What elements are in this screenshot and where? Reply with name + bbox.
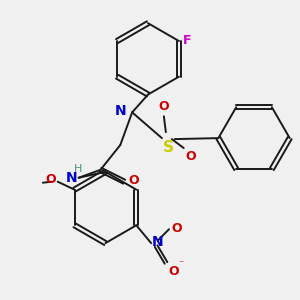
Text: H: H [74,164,82,174]
Text: O: O [159,100,169,113]
Text: N: N [115,104,126,118]
Text: S: S [163,140,174,155]
Text: O: O [45,173,56,186]
Text: O: O [171,222,181,235]
Text: F: F [183,34,191,46]
Text: O: O [168,265,178,278]
Text: N: N [66,171,78,185]
Text: O: O [128,174,139,187]
Text: N: N [152,235,164,249]
Text: ⁻: ⁻ [178,259,183,269]
Text: O: O [186,150,196,163]
